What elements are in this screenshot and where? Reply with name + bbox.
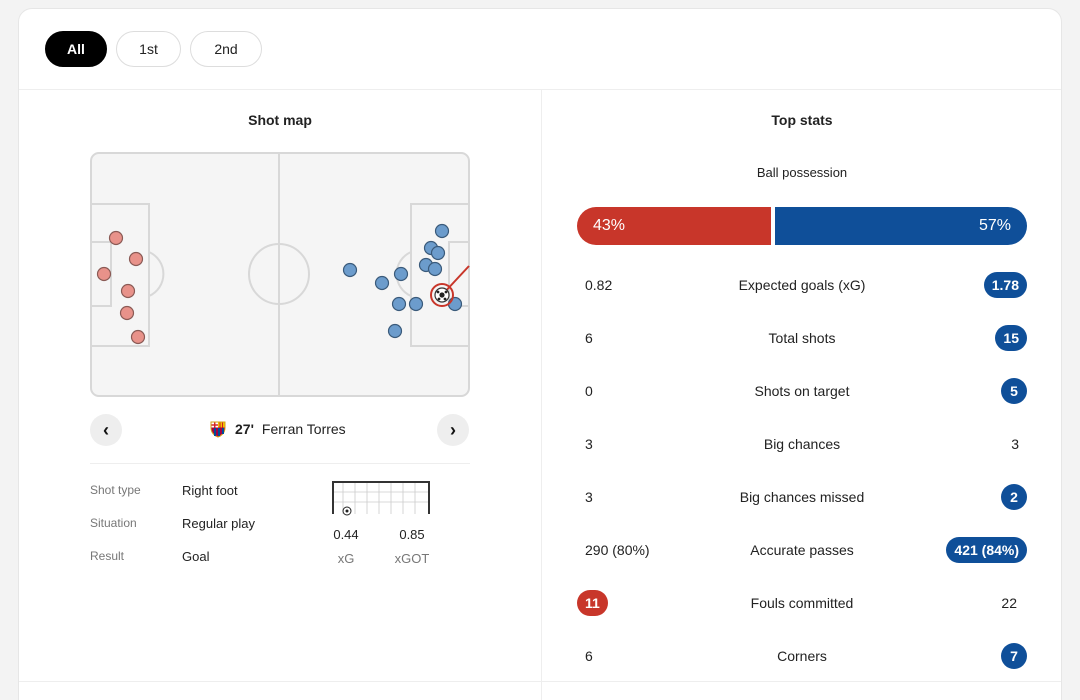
shot-marker[interactable]: [434, 223, 450, 239]
stat-home-value: 290 (80%): [585, 542, 650, 558]
stat-name: Big chances missed: [739, 489, 865, 505]
match-stats-card: All 1st 2nd Shot map: [18, 8, 1062, 700]
next-shot-button[interactable]: ›: [437, 414, 469, 446]
away-shots: [342, 223, 463, 339]
stat-row-total-shots: 6 Total shots 15: [577, 323, 1027, 353]
stat-away-value: 22: [1001, 595, 1017, 611]
barcelona-crest-icon: [210, 421, 226, 438]
stat-name: Corners: [777, 648, 827, 664]
divider: [19, 89, 1061, 90]
shot-map-title: Shot map: [248, 112, 312, 128]
divider: [19, 681, 1061, 682]
stat-name: Shots on target: [754, 383, 850, 399]
selected-shot-label: 27' Ferran Torres: [209, 420, 346, 438]
stat-row-fouls-committed: 11 Fouls committed 22: [577, 588, 1027, 618]
xg-value: 0.44: [333, 527, 359, 542]
stat-name: Total shots: [768, 330, 836, 346]
stat-home-value: 0: [585, 383, 593, 399]
stat-row-big-chances: 3 Big chances 3: [577, 429, 1027, 459]
previous-shot-button[interactable]: ‹: [90, 414, 122, 446]
period-tabs: All 1st 2nd: [45, 31, 262, 67]
shot-marker[interactable]: [119, 305, 135, 321]
possession-home-bar: 43%: [577, 207, 772, 245]
stat-away-value: 1.78: [983, 272, 1027, 298]
stat-home-value: 11: [577, 590, 608, 616]
shot-marker[interactable]: [393, 266, 409, 282]
stat-row-expected-goals: 0.82 Expected goals (xG) 1.78: [577, 270, 1027, 300]
stat-away-value: 2: [1001, 484, 1027, 510]
result-label: Result: [90, 549, 125, 563]
possession-home-value: 43%: [593, 217, 626, 234]
tab-1st[interactable]: 1st: [116, 31, 181, 67]
chevron-left-icon: ‹: [103, 419, 109, 440]
stat-away-value: 15: [995, 325, 1027, 351]
stat-home-value: 6: [585, 330, 593, 346]
shot-type-label: Shot type: [90, 483, 141, 497]
xg-label: xG: [337, 551, 355, 566]
stat-away-value: 421 (84%): [946, 537, 1027, 563]
stat-away-value: 3: [1011, 436, 1019, 452]
stat-row-shots-on-target: 0 Shots on target 5: [577, 376, 1027, 406]
stat-name: Expected goals (xG): [738, 277, 866, 293]
result-value: Goal: [182, 549, 210, 564]
shot-marker[interactable]: [342, 262, 358, 278]
home-shots: [96, 230, 146, 345]
tab-all[interactable]: All: [45, 31, 107, 67]
shot-map-pitch: [90, 152, 470, 397]
shot-marker[interactable]: [447, 296, 463, 312]
possession-away-bar: 57%: [775, 207, 1027, 245]
shot-marker[interactable]: [374, 275, 390, 291]
stat-home-value: 3: [585, 489, 593, 505]
shot-marker[interactable]: [120, 283, 136, 299]
divider: [541, 89, 542, 700]
shot-marker[interactable]: [96, 266, 112, 282]
stat-name: Big chances: [763, 436, 841, 452]
top-stats-title: Top stats: [771, 112, 833, 128]
shot-type-value: Right foot: [182, 483, 238, 498]
shot-marker[interactable]: [108, 230, 124, 246]
shot-marker[interactable]: [430, 245, 446, 261]
shot-player-name: Ferran Torres: [261, 421, 346, 437]
tab-2nd[interactable]: 2nd: [190, 31, 262, 67]
stat-name: Fouls committed: [750, 595, 854, 611]
stat-row-big-chances-missed: 3 Big chances missed 2: [577, 482, 1027, 512]
shot-marker[interactable]: [391, 296, 407, 312]
situation-label: Situation: [90, 516, 137, 530]
divider: [90, 463, 470, 464]
stat-name: Accurate passes: [750, 542, 854, 558]
stat-home-value: 3: [585, 436, 593, 452]
shot-marker[interactable]: [408, 296, 424, 312]
possession-bar: 43% 57%: [577, 207, 1027, 245]
stat-row-corners: 6 Corners 7: [577, 641, 1027, 671]
stat-away-value: 5: [1001, 378, 1027, 404]
possession-away-value: 57%: [978, 217, 1011, 234]
goal-frame-diagram: [332, 481, 430, 516]
stat-home-value: 6: [585, 648, 593, 664]
stat-row-accurate-passes: 290 (80%) Accurate passes 421 (84%): [577, 535, 1027, 565]
stat-away-value: 7: [1001, 643, 1027, 669]
chevron-right-icon: ›: [450, 419, 456, 440]
shot-marker[interactable]: [128, 251, 144, 267]
xgot-label: xGOT: [394, 551, 430, 566]
xgot-value: 0.85: [399, 527, 425, 542]
stat-home-value: 0.82: [585, 277, 613, 293]
shot-marker[interactable]: [130, 329, 146, 345]
selected-goal-shot[interactable]: [430, 265, 470, 307]
situation-value: Regular play: [182, 516, 255, 531]
shot-marker[interactable]: [427, 261, 443, 277]
shot-marker[interactable]: [387, 323, 403, 339]
ball-possession-label: Ball possession: [756, 165, 848, 180]
shot-minute: 27': [235, 421, 254, 437]
